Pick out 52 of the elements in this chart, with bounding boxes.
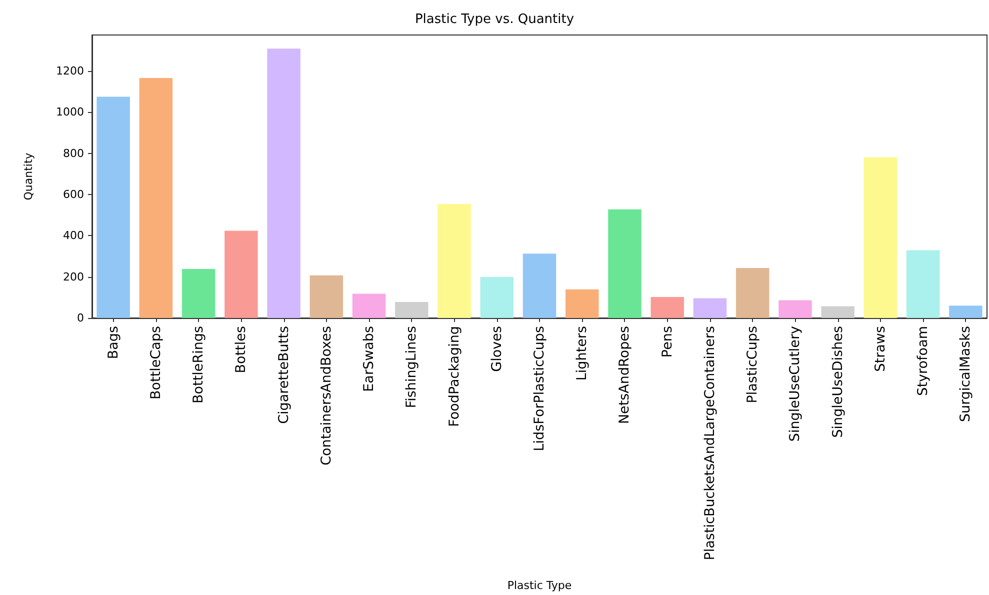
bar [906,250,940,318]
bar [566,289,599,318]
x-tick-label: ContainersAndBoxes [318,326,334,466]
x-axis-title: Plastic Type [507,579,572,592]
bar [139,78,173,318]
bar [650,297,684,318]
bar [736,268,770,318]
y-tick-label: 1000 [56,106,84,119]
x-tick-label: NetsAndRopes [616,326,633,424]
bar [310,275,344,318]
y-axis-title: Quantity [22,152,35,200]
y-tick-label: 0 [77,312,84,324]
x-tick-label: Lighters [574,326,590,381]
x-tick-label: SingleUseDishes [830,326,846,438]
x-tick-label: PlasticCups [744,326,761,404]
x-tick-label: Bottles [233,326,250,374]
bar [693,298,727,318]
bar [395,302,428,318]
x-tick-label: Styrofoam [915,326,932,396]
x-tick-label: FoodPackaging [446,326,462,427]
x-tick-label: BottleRings [190,326,207,404]
bar [864,157,898,318]
bar [438,204,471,318]
x-tick-label: BottleCaps [148,326,164,400]
bar [821,306,854,318]
bar [352,294,386,318]
y-tick-label: 600 [63,188,84,202]
y-tick-label: 1200 [56,64,84,78]
x-tick-label: LidsForPlasticCups [532,326,548,452]
bar [96,96,130,318]
y-tick-label: 400 [63,229,84,242]
x-tick-label: Gloves [488,326,505,372]
x-tick-label: Pens [659,326,676,358]
bar [182,269,216,318]
y-tick-label: 800 [63,146,84,160]
bar [267,48,300,318]
bar [522,254,556,318]
bar [949,306,982,318]
x-tick-label: FishingLines [404,326,420,408]
x-tick-label: Bags [105,326,122,360]
bar [778,300,812,318]
x-tick-label: SurgicalMasks [958,326,974,422]
bar [608,209,642,318]
y-tick-label: 200 [63,270,84,284]
x-tick-label: SingleUseCutlery [787,326,804,442]
bar [480,277,514,318]
bar [224,230,258,318]
x-tick-label: PlasticBucketsAndLargeContainers [702,326,718,560]
x-tick-label: EarSwabs [361,326,378,392]
x-tick-label: CigaretteButts [276,326,292,424]
chart-title: Plastic Type vs. Quantity [414,12,574,27]
x-tick-label: Straws [872,326,888,372]
